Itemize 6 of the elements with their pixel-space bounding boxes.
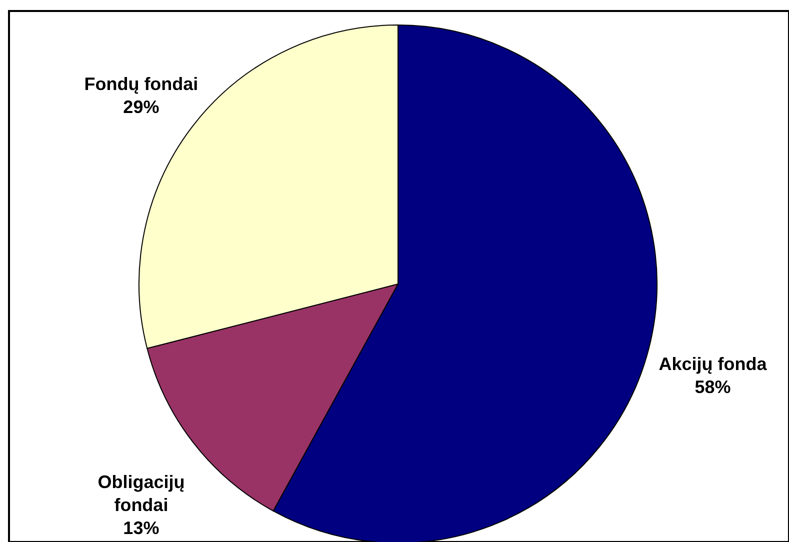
slice-label: Fondų fondai: [84, 74, 198, 94]
data-label: 29%: [123, 96, 160, 117]
slice-label: Akcijų fonda: [658, 354, 768, 374]
data-label: 58%: [694, 376, 731, 397]
data-label: 13%: [123, 518, 160, 538]
slice-label: Obligacijų fondai: [98, 472, 185, 516]
